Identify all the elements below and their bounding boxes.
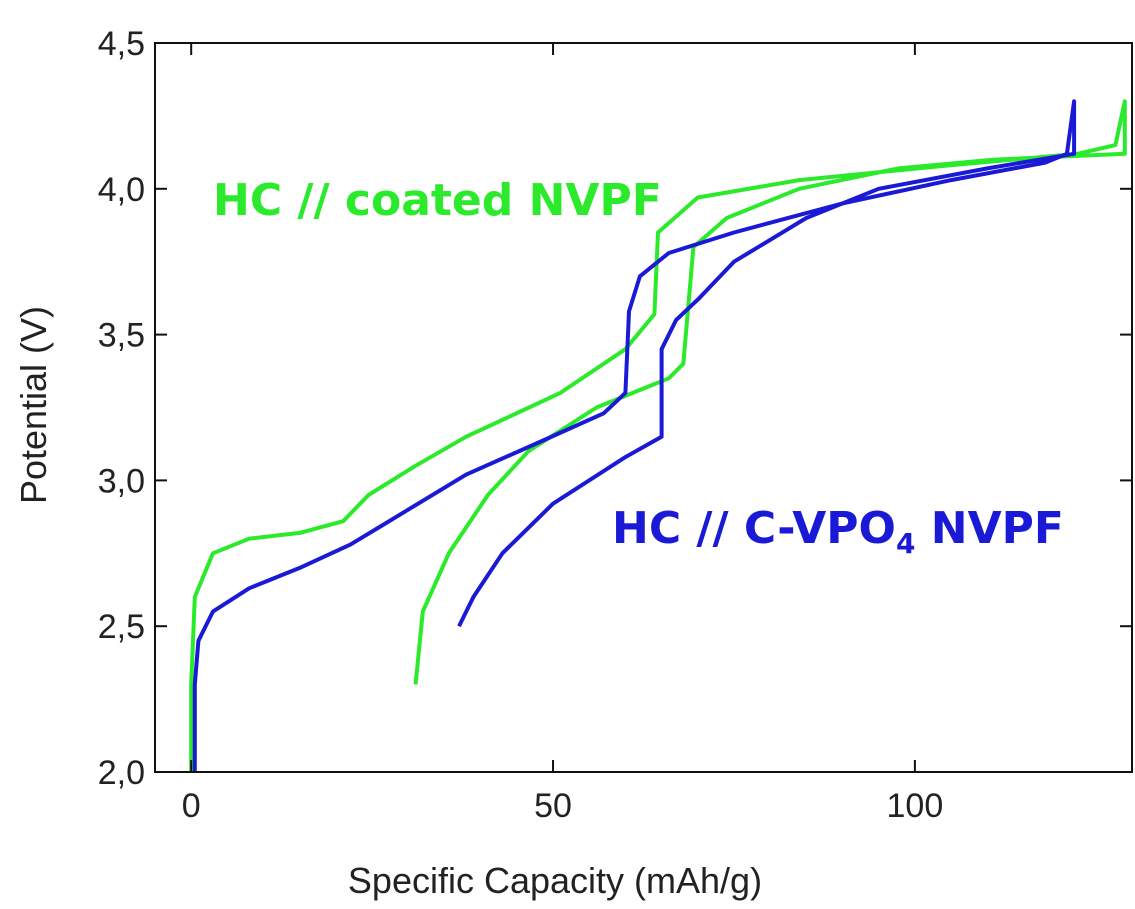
x-tick-label: 100 <box>887 787 944 825</box>
y-tick-label: 4,0 <box>98 171 145 209</box>
annotation-part: HC // coated NVPF <box>213 175 662 226</box>
y-tick-label: 4,5 <box>98 25 145 63</box>
annotation: HC // C-VPO4 NVPF <box>612 503 1064 560</box>
y-axis-title: Potential (V) <box>13 306 54 504</box>
data-line <box>189 99 1127 772</box>
plot-frame <box>154 42 1133 773</box>
annotation-part: 4 <box>896 527 915 560</box>
annotation-part: HC // C-VPO <box>612 503 896 554</box>
data-line <box>192 99 1077 772</box>
y-tick-label: 2,5 <box>98 608 145 646</box>
annotation-part: NVPF <box>915 503 1064 554</box>
x-tick-label: 50 <box>534 787 572 825</box>
y-tick-label: 3,5 <box>98 317 145 355</box>
y-tick-label: 2,0 <box>98 754 145 792</box>
annotation: HC // coated NVPF <box>213 175 662 226</box>
x-axis-title: Specific Capacity (mAh/g) <box>348 860 762 901</box>
x-tick-label: 0 <box>182 787 201 825</box>
y-tick-label: 3,0 <box>98 462 145 500</box>
